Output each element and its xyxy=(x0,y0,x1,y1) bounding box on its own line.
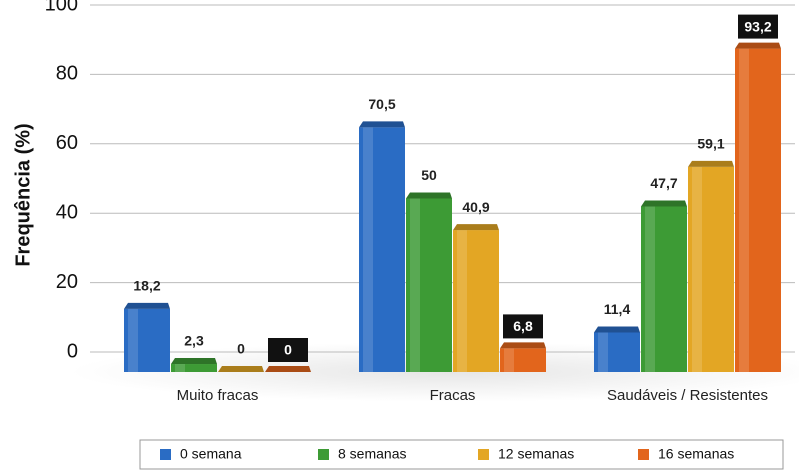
x-tick-label: Saudáveis / Resistentes xyxy=(607,387,768,404)
bar-top xyxy=(594,326,640,333)
bar xyxy=(171,364,217,372)
value-label-box xyxy=(503,314,543,339)
bar xyxy=(735,48,781,372)
bar xyxy=(359,127,405,373)
legend-swatch xyxy=(318,449,329,460)
legend-label: 16 semanas xyxy=(658,446,734,462)
value-label: 11,4 xyxy=(604,301,631,317)
bar xyxy=(453,230,499,372)
legend-swatch xyxy=(478,449,489,460)
legend-label: 12 semanas xyxy=(498,446,574,462)
bar-top xyxy=(406,192,452,199)
bar-top xyxy=(453,224,499,231)
value-label: 6,8 xyxy=(513,318,533,334)
legend-swatch xyxy=(638,449,649,460)
bar-top xyxy=(688,160,734,167)
y-tick-label: 80 xyxy=(56,63,78,85)
y-tick-label: 60 xyxy=(56,132,78,154)
bar-highlight xyxy=(410,198,420,372)
bar-top xyxy=(359,121,405,128)
value-label: 0 xyxy=(237,341,245,357)
legend-swatch xyxy=(160,449,171,460)
bar xyxy=(594,332,640,372)
y-tick-label: 100 xyxy=(45,0,78,15)
legend-box xyxy=(139,439,784,470)
bar xyxy=(641,206,687,372)
bar-highlight xyxy=(363,127,373,373)
y-tick-label: 0 xyxy=(67,340,78,362)
value-label: 0 xyxy=(284,342,292,358)
value-label-box xyxy=(738,14,778,39)
bar-top xyxy=(500,342,546,349)
bar-highlight xyxy=(692,166,702,372)
value-label: 50 xyxy=(421,167,437,183)
bar-top xyxy=(171,358,217,365)
value-label: 59,1 xyxy=(697,136,724,152)
y-tick-label: 20 xyxy=(56,271,78,293)
y-tick-label: 40 xyxy=(56,201,78,223)
bar-highlight xyxy=(645,206,655,372)
value-label-box xyxy=(268,338,308,362)
value-label: 18,2 xyxy=(133,278,160,294)
bar xyxy=(406,198,452,372)
value-label: 40,9 xyxy=(462,199,489,215)
bar xyxy=(688,166,734,372)
value-label: 93,2 xyxy=(744,18,771,34)
x-tick-label: Muito fracas xyxy=(177,387,259,404)
legend-label: 8 semanas xyxy=(338,446,406,462)
legend-label: 0 semana xyxy=(180,446,242,462)
bar-highlight xyxy=(128,308,138,372)
x-tick-label: Fracas xyxy=(430,387,476,404)
value-label: 70,5 xyxy=(368,96,395,112)
bar-top xyxy=(124,302,170,309)
bar-highlight xyxy=(175,364,185,372)
bar-highlight xyxy=(504,348,514,372)
bar-top xyxy=(641,200,687,207)
bar xyxy=(124,308,170,372)
bar-highlight xyxy=(739,48,749,372)
bar-highlight xyxy=(598,332,608,372)
value-label: 47,7 xyxy=(650,175,677,191)
bar-top xyxy=(735,42,781,49)
bar xyxy=(500,348,546,372)
bar-top xyxy=(218,366,264,372)
bar-highlight xyxy=(457,230,467,372)
y-axis-label: Frequência (%) xyxy=(12,123,34,266)
bar-top xyxy=(265,366,311,372)
value-label: 2,3 xyxy=(184,333,204,349)
